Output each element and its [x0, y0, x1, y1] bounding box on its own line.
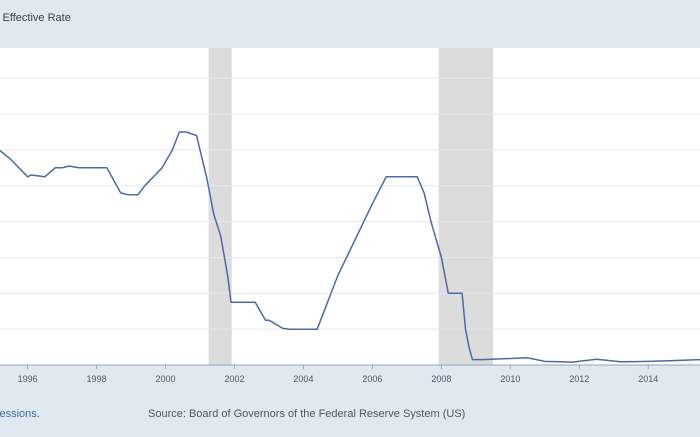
x-tick-label: 1996: [18, 374, 38, 384]
x-tick-label: 2004: [293, 374, 313, 384]
chart-plot: 1996 1998 2000 2002 2004 2006 2008 2010 2012 2014…: [0, 48, 700, 384]
plot-area: [0, 48, 700, 365]
recession-band-1: [208, 48, 232, 365]
chart-header: s Effective Rate: [0, 0, 700, 48]
x-tick-label: 2014: [638, 374, 658, 384]
x-tick-label: 2012: [569, 374, 589, 384]
series-line-1: [0, 131, 700, 363]
x-tick-label: 2002: [224, 374, 244, 384]
x-tick-label: 2000: [156, 374, 176, 384]
x-tick-label: 2008: [431, 374, 451, 384]
series-lines: [0, 131, 700, 363]
chart-title: s Effective Rate: [0, 12, 71, 24]
recessions-link[interactable]: cessions.: [0, 408, 40, 420]
x-tick-label: 2010: [500, 374, 520, 384]
x-tick-label: 1998: [87, 374, 107, 384]
recession-band-2: [438, 48, 494, 365]
source-text: Source: Board of Governors of the Federa…: [148, 408, 466, 420]
recession-bands: [208, 48, 494, 365]
x-tick-label: 2006: [362, 374, 382, 384]
x-axis-ticks: 1996 1998 2000 2002 2004 2006 2008 2010 2012 2014…: [18, 365, 658, 384]
chart-footer: cessions. Source: Board of Governors of …: [0, 400, 700, 437]
